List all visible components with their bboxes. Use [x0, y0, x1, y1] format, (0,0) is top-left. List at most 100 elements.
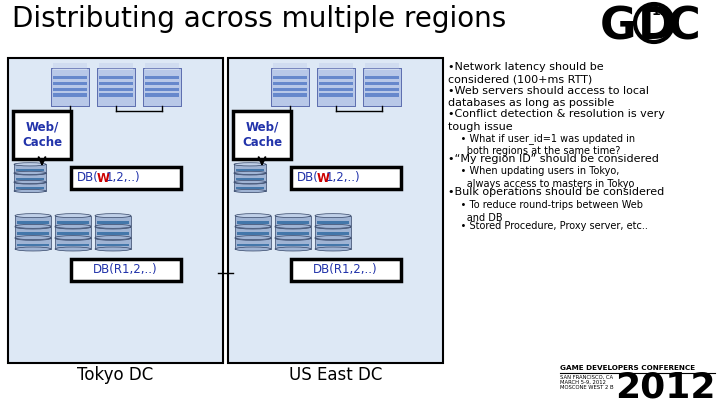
Bar: [17, 232, 49, 235]
Bar: [99, 82, 132, 85]
Ellipse shape: [55, 237, 91, 240]
Bar: [233, 111, 291, 159]
Bar: [364, 82, 398, 85]
Bar: [145, 88, 179, 91]
Bar: [71, 167, 181, 189]
Bar: [235, 216, 271, 226]
Text: C: C: [668, 5, 701, 48]
Bar: [14, 164, 46, 173]
Bar: [143, 68, 181, 106]
Bar: [57, 221, 89, 224]
Ellipse shape: [315, 247, 351, 251]
Bar: [145, 82, 179, 85]
Bar: [364, 63, 398, 70]
Ellipse shape: [275, 214, 311, 217]
Text: • Stored Procedure, Proxy server, etc..: • Stored Procedure, Proxy server, etc..: [448, 221, 648, 231]
Bar: [318, 82, 353, 85]
Ellipse shape: [14, 190, 46, 193]
Bar: [364, 94, 398, 96]
Bar: [55, 216, 91, 226]
Bar: [315, 238, 351, 249]
Text: DB(R1,2,..): DB(R1,2,..): [93, 264, 158, 277]
Text: MARCH 5-9, 2012: MARCH 5-9, 2012: [560, 380, 606, 385]
Bar: [234, 164, 266, 173]
Ellipse shape: [234, 180, 266, 183]
Bar: [234, 173, 266, 182]
Ellipse shape: [315, 237, 351, 240]
Ellipse shape: [95, 214, 131, 217]
Bar: [236, 187, 264, 189]
Bar: [290, 167, 400, 189]
Bar: [53, 77, 86, 79]
Ellipse shape: [95, 247, 131, 251]
Ellipse shape: [15, 237, 51, 240]
Ellipse shape: [275, 247, 311, 251]
Bar: [362, 68, 400, 106]
Text: GAME DEVELOPERS CONFERENCE: GAME DEVELOPERS CONFERENCE: [560, 365, 695, 371]
Bar: [364, 88, 398, 91]
Bar: [17, 244, 49, 246]
Ellipse shape: [234, 181, 266, 184]
Bar: [14, 183, 46, 191]
Ellipse shape: [95, 237, 131, 240]
Text: • When updating users in Tokyo,
      always access to masters in Tokyo: • When updating users in Tokyo, always a…: [448, 166, 634, 189]
Bar: [318, 63, 353, 70]
Ellipse shape: [235, 225, 271, 229]
Bar: [55, 238, 91, 249]
Bar: [17, 221, 49, 224]
Text: G: G: [600, 5, 636, 48]
Ellipse shape: [15, 214, 51, 217]
Bar: [277, 221, 309, 224]
Bar: [362, 68, 400, 106]
Bar: [16, 168, 44, 171]
Bar: [271, 68, 308, 106]
Ellipse shape: [315, 224, 351, 228]
Bar: [317, 244, 349, 246]
Ellipse shape: [14, 171, 46, 175]
Bar: [15, 216, 51, 226]
Ellipse shape: [55, 247, 91, 251]
Text: D: D: [638, 5, 675, 48]
Bar: [364, 77, 398, 79]
Ellipse shape: [235, 224, 271, 228]
Text: DB(R1,2,..): DB(R1,2,..): [313, 264, 378, 277]
Bar: [145, 63, 179, 70]
Bar: [272, 77, 307, 79]
Bar: [277, 244, 309, 246]
Text: Tokyo DC: Tokyo DC: [77, 366, 153, 384]
Bar: [53, 82, 86, 85]
Bar: [57, 244, 89, 246]
Bar: [8, 58, 223, 363]
Bar: [16, 187, 44, 189]
Bar: [55, 227, 91, 238]
Bar: [272, 88, 307, 91]
Text: MOSCONE WEST 2 B: MOSCONE WEST 2 B: [560, 385, 613, 390]
Ellipse shape: [315, 236, 351, 240]
Ellipse shape: [15, 224, 51, 228]
Bar: [236, 168, 264, 171]
Text: DB(: DB(: [76, 171, 99, 185]
Bar: [95, 238, 131, 249]
Bar: [272, 82, 307, 85]
Ellipse shape: [235, 236, 271, 240]
Bar: [237, 232, 269, 235]
Text: Web/
Cache: Web/ Cache: [22, 121, 62, 149]
Bar: [53, 94, 86, 96]
Bar: [15, 238, 51, 249]
Text: •“My region ID” should be considered: •“My region ID” should be considered: [448, 154, 659, 164]
Ellipse shape: [95, 236, 131, 240]
Text: W: W: [317, 171, 330, 185]
Bar: [235, 227, 271, 238]
Ellipse shape: [275, 237, 311, 240]
Bar: [228, 58, 443, 363]
Bar: [13, 111, 71, 159]
Bar: [57, 232, 89, 235]
Bar: [96, 68, 135, 106]
Bar: [277, 232, 309, 235]
Ellipse shape: [315, 214, 351, 217]
Ellipse shape: [55, 224, 91, 228]
Bar: [95, 227, 131, 238]
Ellipse shape: [55, 225, 91, 229]
Bar: [271, 68, 308, 106]
Text: DB(: DB(: [297, 171, 318, 185]
